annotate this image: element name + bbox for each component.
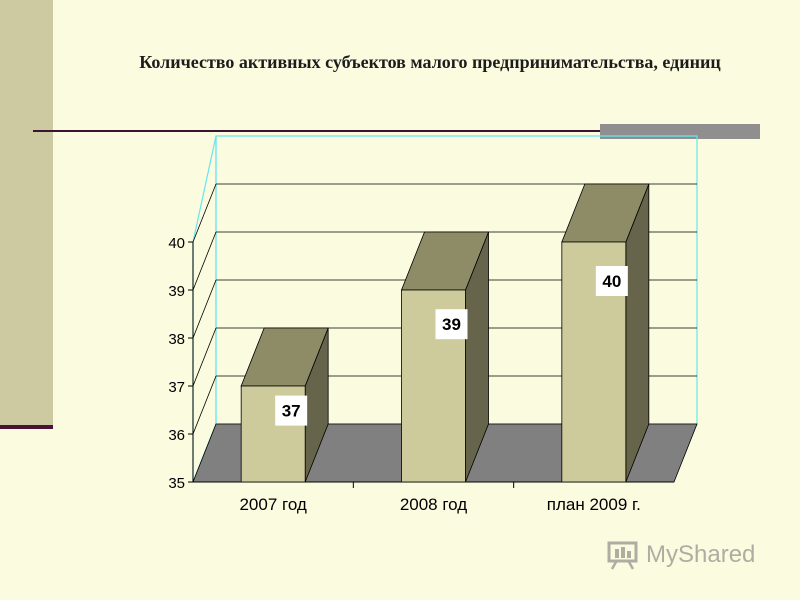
- data-label: 39: [442, 315, 461, 334]
- gridline-side: [192, 231, 217, 291]
- decorative-left-band: [0, 0, 53, 426]
- y-tick-label: 37: [168, 379, 185, 396]
- x-tick-label: 2007 год: [239, 495, 306, 514]
- x-tick-label: 2008 год: [400, 495, 467, 514]
- slide-title: Количество активных субъектов малого пре…: [139, 52, 721, 72]
- data-label-box: [595, 266, 628, 296]
- data-label: 40: [602, 272, 621, 291]
- gridline-side: [192, 279, 217, 339]
- gridline-side: [192, 327, 217, 387]
- data-label-box: [275, 395, 308, 426]
- watermark-logo: MyShared: [606, 538, 755, 572]
- presentation-board-icon: [607, 541, 638, 570]
- title-divider-line: [33, 130, 760, 132]
- y-tick-label: 40: [168, 235, 185, 252]
- y-tick-label: 38: [168, 331, 185, 348]
- gridline-side: [192, 375, 217, 435]
- y-tick-label: 36: [168, 427, 185, 444]
- watermark-text: MyShared: [646, 541, 756, 568]
- y-tick-label: 35: [168, 475, 185, 492]
- data-label-box: [435, 309, 468, 340]
- x-tick-label: план 2009 г.: [547, 495, 641, 514]
- decorative-left-band-underline: [0, 425, 53, 429]
- data-label: 37: [282, 402, 301, 421]
- y-tick-label: 39: [168, 283, 185, 300]
- title-divider-block: [600, 124, 760, 139]
- gridline-side: [192, 183, 217, 243]
